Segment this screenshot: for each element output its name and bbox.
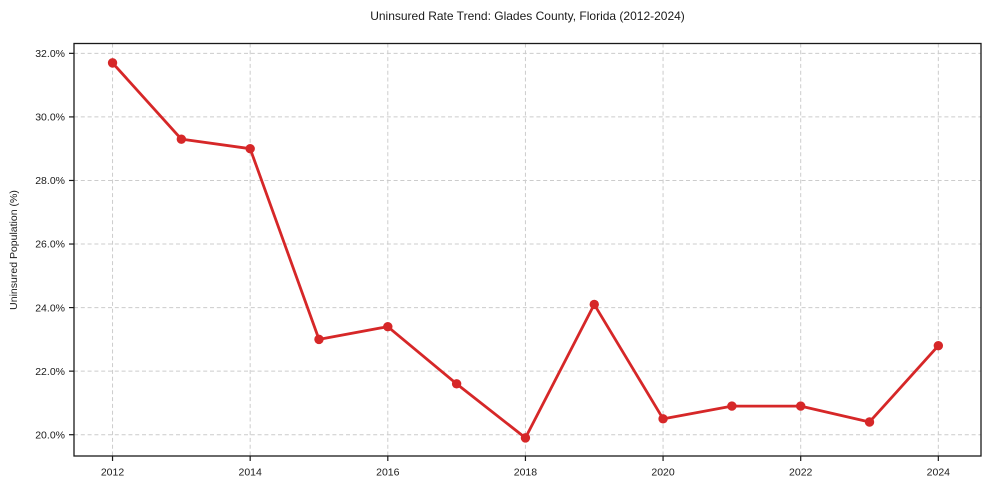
x-tick-label: 2024 <box>927 467 951 479</box>
x-tick-label: 2020 <box>651 467 675 479</box>
data-point-2022 <box>796 401 806 411</box>
y-tick-label: 32.0% <box>35 48 65 60</box>
y-tick-label: 26.0% <box>35 239 65 251</box>
data-point-2016 <box>383 321 393 332</box>
x-tick-label: 2018 <box>514 467 538 479</box>
data-point-2014 <box>245 143 255 154</box>
x-tick-label: 2022 <box>789 467 813 479</box>
x-tick-label: 2012 <box>101 467 125 479</box>
data-point-2013 <box>176 134 187 144</box>
data-point-2012 <box>107 58 118 68</box>
y-tick-label: 20.0% <box>35 429 65 441</box>
data-point-2023 <box>864 417 875 427</box>
y-tick-label: 22.0% <box>35 366 65 378</box>
data-point-2015 <box>314 334 324 345</box>
y-tick-label: 30.0% <box>35 112 65 124</box>
y-tick-label: 24.0% <box>35 302 65 314</box>
data-point-2018 <box>520 433 531 443</box>
chart-title: Uninsured Rate Trend: Glades County, Flo… <box>370 9 685 23</box>
data-point-2021 <box>727 401 737 411</box>
data-point-2019 <box>589 299 599 310</box>
data-point-2024 <box>933 341 944 351</box>
plot-border <box>73 42 982 457</box>
data-point-2020 <box>658 414 668 424</box>
x-tick-label: 2014 <box>238 467 262 479</box>
y-tick-label: 28.0% <box>35 175 65 187</box>
x-tick-label: 2016 <box>376 467 400 479</box>
data-point-2017 <box>451 379 462 389</box>
